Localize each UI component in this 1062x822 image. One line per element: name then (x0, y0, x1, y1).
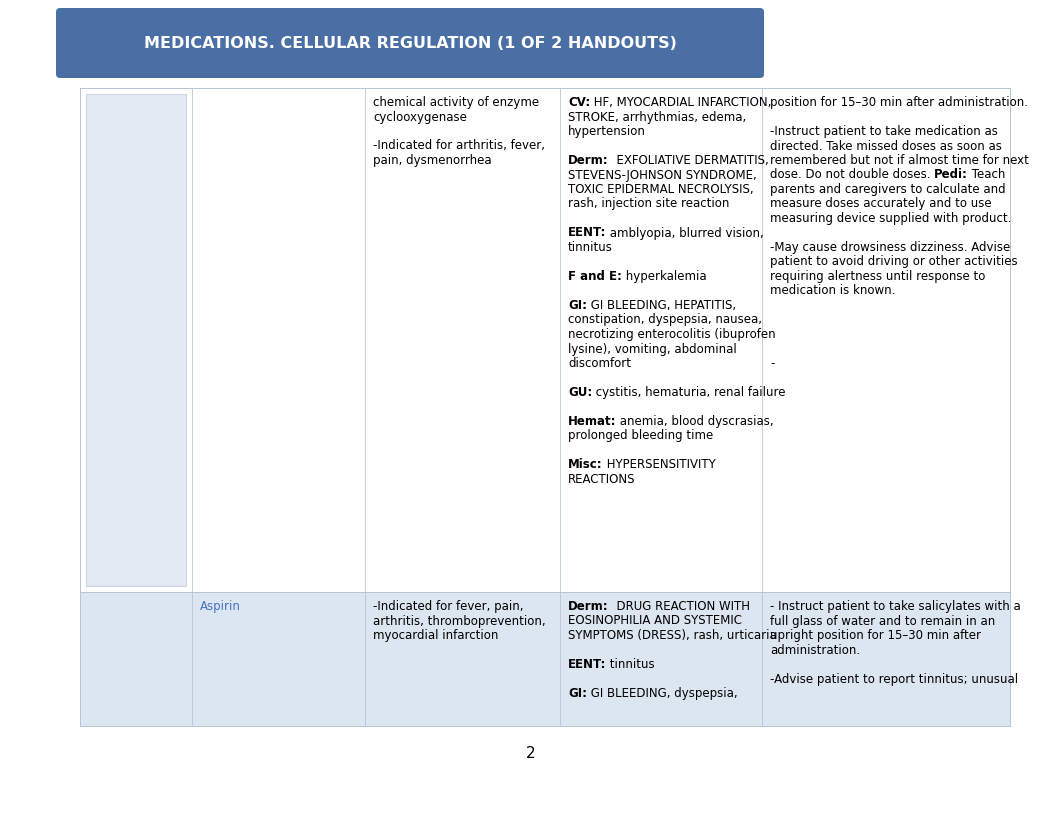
Text: remembered but not if almost time for next: remembered but not if almost time for ne… (770, 154, 1029, 167)
Text: TOXIC EPIDERMAL NECROLYSIS,: TOXIC EPIDERMAL NECROLYSIS, (568, 183, 754, 196)
Text: dose. Do not double doses.: dose. Do not double doses. (770, 169, 935, 182)
Text: REACTIONS: REACTIONS (568, 473, 635, 486)
Text: cystitis, hematuria, renal failure: cystitis, hematuria, renal failure (593, 386, 786, 399)
Text: -Instruct patient to take medication as: -Instruct patient to take medication as (770, 125, 998, 138)
Text: EENT:: EENT: (568, 227, 606, 239)
Text: HYPERSENSITIVITY: HYPERSENSITIVITY (602, 459, 716, 472)
Text: pain, dysmenorrhea: pain, dysmenorrhea (373, 154, 492, 167)
Text: -: - (770, 357, 774, 370)
Text: - Instruct patient to take salicylates with a: - Instruct patient to take salicylates w… (770, 600, 1021, 613)
FancyBboxPatch shape (56, 8, 764, 78)
Text: arthritis, thromboprevention,: arthritis, thromboprevention, (373, 615, 546, 627)
Text: prolonged bleeding time: prolonged bleeding time (568, 430, 714, 442)
Text: constipation, dyspepsia, nausea,: constipation, dyspepsia, nausea, (568, 313, 763, 326)
Text: Derm:: Derm: (568, 600, 609, 613)
Text: SYMPTOMS (DRESS), rash, urticaria: SYMPTOMS (DRESS), rash, urticaria (568, 629, 776, 642)
Text: amblyopia, blurred vision,: amblyopia, blurred vision, (606, 227, 765, 239)
Text: medication is known.: medication is known. (770, 284, 895, 298)
Text: STROKE, arrhythmias, edema,: STROKE, arrhythmias, edema, (568, 110, 747, 123)
Bar (80, 592, 1010, 726)
Text: necrotizing enterocolitis (ibuprofen: necrotizing enterocolitis (ibuprofen (568, 328, 775, 341)
Text: Pedi:: Pedi: (935, 169, 969, 182)
Text: -May cause drowsiness dizziness. Advise: -May cause drowsiness dizziness. Advise (770, 241, 1010, 254)
Text: DRUG REACTION WITH: DRUG REACTION WITH (609, 600, 750, 613)
Text: position for 15–30 min after administration.: position for 15–30 min after administrat… (770, 96, 1028, 109)
Text: tinnitus: tinnitus (568, 241, 613, 254)
Text: tinnitus: tinnitus (606, 658, 655, 671)
Text: measure doses accurately and to use: measure doses accurately and to use (770, 197, 992, 210)
Text: CV:: CV: (568, 96, 590, 109)
Text: MEDICATIONS. CELLULAR REGULATION (1 OF 2 HANDOUTS): MEDICATIONS. CELLULAR REGULATION (1 OF 2… (143, 35, 676, 50)
Text: patient to avoid driving or other activities: patient to avoid driving or other activi… (770, 256, 1017, 269)
Text: full glass of water and to remain in an: full glass of water and to remain in an (770, 615, 995, 627)
Text: directed. Take missed doses as soon as: directed. Take missed doses as soon as (770, 140, 1001, 153)
Text: F and E:: F and E: (568, 270, 622, 283)
Text: upright position for 15–30 min after: upright position for 15–30 min after (770, 629, 981, 642)
Text: 2: 2 (526, 746, 536, 761)
Text: -Indicated for fever, pain,: -Indicated for fever, pain, (373, 600, 524, 613)
Text: -Advise patient to report tinnitus; unusual: -Advise patient to report tinnitus; unus… (770, 672, 1018, 686)
Text: hyperkalemia: hyperkalemia (622, 270, 706, 283)
Text: Derm:: Derm: (568, 154, 609, 167)
Text: parents and caregivers to calculate and: parents and caregivers to calculate and (770, 183, 1006, 196)
Text: chemical activity of enzyme: chemical activity of enzyme (373, 96, 539, 109)
Text: Hemat:: Hemat: (568, 415, 617, 428)
Text: measuring device supplied with product.: measuring device supplied with product. (770, 212, 1011, 225)
Text: GU:: GU: (568, 386, 593, 399)
Text: -Indicated for arthritis, fever,: -Indicated for arthritis, fever, (373, 140, 545, 153)
Text: rash, injection site reaction: rash, injection site reaction (568, 197, 730, 210)
Text: lysine), vomiting, abdominal: lysine), vomiting, abdominal (568, 343, 737, 355)
Text: discomfort: discomfort (568, 357, 631, 370)
Text: administration.: administration. (770, 644, 860, 657)
Text: anemia, blood dyscrasias,: anemia, blood dyscrasias, (617, 415, 774, 428)
Text: cyclooxygenase: cyclooxygenase (373, 110, 467, 123)
Text: Misc:: Misc: (568, 459, 602, 472)
Text: EENT:: EENT: (568, 658, 606, 671)
Text: GI:: GI: (568, 299, 587, 312)
Text: EOSINOPHILIA AND SYSTEMIC: EOSINOPHILIA AND SYSTEMIC (568, 615, 742, 627)
Text: myocardial infarction: myocardial infarction (373, 629, 498, 642)
Bar (86, 94, 186, 586)
Text: Teach: Teach (969, 169, 1006, 182)
Text: GI BLEEDING, HEPATITIS,: GI BLEEDING, HEPATITIS, (587, 299, 736, 312)
Text: hypertension: hypertension (568, 125, 646, 138)
Text: EXFOLIATIVE DERMATITIS,: EXFOLIATIVE DERMATITIS, (609, 154, 769, 167)
Text: STEVENS-JOHNSON SYNDROME,: STEVENS-JOHNSON SYNDROME, (568, 169, 757, 182)
Text: GI BLEEDING, dyspepsia,: GI BLEEDING, dyspepsia, (587, 687, 738, 700)
Bar (80, 88, 1010, 592)
Text: GI:: GI: (568, 687, 587, 700)
Text: Aspirin: Aspirin (200, 600, 241, 613)
Text: requiring alertness until response to: requiring alertness until response to (770, 270, 986, 283)
Text: HF, MYOCARDIAL INFARCTION,: HF, MYOCARDIAL INFARCTION, (590, 96, 772, 109)
